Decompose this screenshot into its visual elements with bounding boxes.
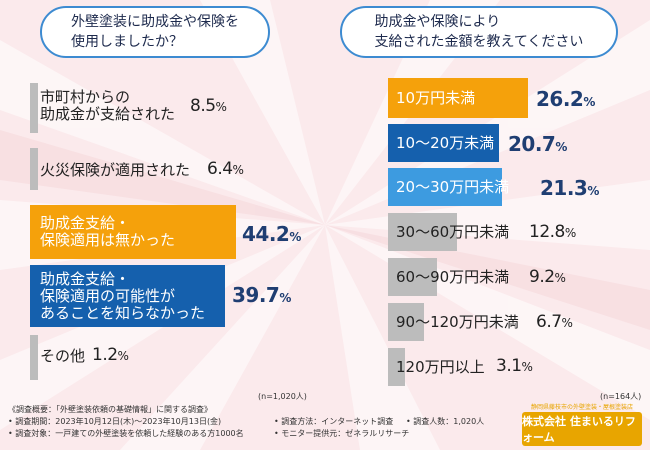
- left-bar-4: [30, 335, 38, 380]
- left-label-2-wrap: 助成金支給・ 保険適用は無かった: [40, 210, 175, 254]
- left-label-4: その他: [40, 346, 86, 365]
- left-label-3: 助成金支給・ 保険適用の可能性が あることを知らなかった: [40, 269, 206, 322]
- right-label-4: 60〜90万円未満: [396, 267, 510, 286]
- right-question-title: 助成金や保険により 支給された金額を教えてください: [340, 6, 618, 58]
- right-label-2-wrap: 20〜30万円未満: [396, 168, 509, 206]
- survey-target: • 調査対象：一戸建ての外壁塗装を依頼した経験のある方1000名: [8, 429, 244, 438]
- left-label-4-wrap: その他: [40, 346, 85, 366]
- left-label-3-wrap: 助成金支給・ 保険適用の可能性が あることを知らなかった: [40, 268, 205, 324]
- left-label-1: 火災保険が適用された: [40, 160, 191, 179]
- right-value-6: 3.1%: [496, 356, 533, 376]
- right-label-6: 120万円以上: [396, 357, 485, 376]
- right-value-5: 6.7%: [536, 312, 573, 332]
- right-value-4: 9.2%: [529, 267, 566, 287]
- right-label-1: 10〜20万未満: [396, 133, 495, 152]
- right-sample-size: (n=164人): [600, 392, 642, 401]
- left-bar-3: [30, 265, 225, 327]
- right-label-5-wrap: 90〜120万円未満: [396, 303, 519, 341]
- right-bar-5: [388, 303, 424, 341]
- right-label-1-wrap: 10〜20万未満: [396, 124, 494, 162]
- right-bar-0: [388, 78, 528, 118]
- survey-method: • 調査方法：インターネット調査: [274, 417, 394, 426]
- right-bar-2: [388, 168, 502, 206]
- left-label-0-wrap: 市町村からの 助成金が支給された: [40, 86, 175, 126]
- survey-period: • 調査期間：2023年10月12日(木)〜2023年10月13日(金): [8, 417, 222, 426]
- right-label-2: 20〜30万円未満: [396, 177, 510, 196]
- left-label-0: 市町村からの 助成金が支給された: [40, 88, 176, 123]
- right-label-4-wrap: 60〜90万円未満: [396, 258, 509, 296]
- right-value-1: 20.7%: [508, 132, 567, 156]
- right-label-0: 10万円未満: [396, 88, 476, 107]
- right-bar-6: [388, 348, 405, 386]
- left-bar-0: [30, 83, 38, 133]
- right-value-2: 21.3%: [540, 176, 599, 200]
- right-label-5: 90〜120万円未満: [396, 312, 519, 331]
- right-label-0-wrap: 10万円未満: [396, 78, 475, 118]
- survey-provider: • モニター提供元：ゼネラルリサーチ: [274, 429, 410, 438]
- company-logo: 株式会社 住まいるリフォーム: [522, 412, 642, 446]
- logo-tagline: 静岡県藤枝市の外壁塗装・屋根塗装店: [530, 404, 633, 411]
- left-value-1: 6.4%: [207, 159, 244, 179]
- left-value-2: 44.2%: [242, 222, 301, 246]
- right-value-3: 12.8%: [529, 222, 576, 242]
- right-value-0: 26.2%: [536, 87, 595, 111]
- right-label-3-wrap: 30〜60万円未満: [396, 213, 509, 251]
- right-label-6-wrap: 120万円以上: [396, 348, 485, 386]
- left-value-3: 39.7%: [232, 283, 291, 307]
- left-sample-size: (n=1,020人): [258, 392, 307, 401]
- right-bar-4: [388, 258, 437, 296]
- left-value-0: 8.5%: [190, 96, 227, 116]
- survey-respondents: • 調査人数：1,020人: [406, 417, 485, 426]
- survey-overview: 《調査概要：「外壁塗装依頼の基礎情報」に関する調査》: [8, 405, 212, 414]
- left-label-1-wrap: 火災保険が適用された: [40, 160, 190, 180]
- right-bar-3: [388, 213, 457, 251]
- left-bar-2: [30, 205, 236, 259]
- right-bar-1: [388, 124, 499, 162]
- left-value-4: 1.2%: [92, 345, 129, 365]
- left-bar-1: [30, 148, 38, 190]
- left-question-title: 外壁塗装に助成金や保険を 使用しましたか？: [40, 6, 270, 58]
- left-label-2: 助成金支給・ 保険適用は無かった: [40, 214, 176, 249]
- logo-name: 株式会社 住まいるリフォーム: [522, 415, 636, 444]
- right-label-3: 30〜60万円未満: [396, 222, 510, 241]
